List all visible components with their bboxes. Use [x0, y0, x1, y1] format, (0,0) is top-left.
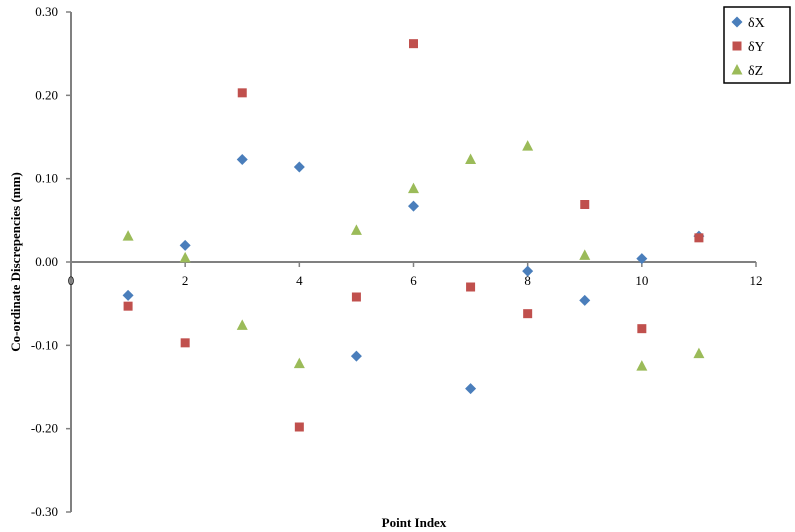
data-point [293, 357, 305, 369]
x-tick-label: 6 [410, 273, 417, 288]
y-tick-label: 0.20 [35, 87, 58, 102]
data-point [636, 360, 648, 371]
series-square [123, 39, 704, 432]
series-diamond [122, 154, 705, 395]
legend-marker [731, 64, 743, 75]
data-point [179, 251, 191, 263]
data-point [123, 301, 133, 311]
data-point [580, 200, 590, 209]
data-point [350, 350, 362, 362]
data-point [409, 39, 418, 49]
x-tick-labels: 0 2 4 6 8 10 12 [68, 273, 763, 288]
x-tick-label: 0 [68, 273, 75, 288]
data-point [236, 319, 248, 330]
x-tick-label: 10 [635, 273, 648, 288]
x-tick-label: 8 [524, 273, 531, 288]
data-point [694, 233, 704, 243]
data-point [636, 253, 648, 265]
y-tick-label: -0.30 [31, 504, 58, 519]
y-tick-label: 0.10 [35, 171, 58, 186]
data-point [579, 294, 591, 306]
data-point [180, 338, 190, 348]
data-point [408, 200, 419, 212]
x-tick-label: 4 [296, 273, 303, 288]
data-point [693, 347, 705, 359]
legend-marker [731, 16, 743, 28]
data-point [466, 282, 476, 292]
legend-label: δX [748, 16, 765, 31]
data-point [522, 265, 534, 277]
y-axis-title-group: Co-ordinate Discrepencies (mm) [8, 172, 23, 352]
data-point [522, 140, 534, 151]
data-point [637, 324, 647, 334]
data-points [122, 39, 705, 432]
data-point [523, 309, 533, 319]
y-tick-labels: 0.30 0.20 0.10 0.00 -0.10 -0.20 -0.30 [31, 4, 58, 519]
y-tick-label: 0.00 [35, 254, 58, 269]
y-tick-label: -0.20 [31, 421, 58, 436]
data-point [465, 383, 477, 395]
data-point [293, 161, 305, 173]
data-point [179, 239, 191, 251]
legend-label: δY [748, 40, 765, 55]
y-tick-label: 0.30 [35, 4, 58, 19]
y-tick-label: -0.10 [31, 337, 58, 352]
data-point [294, 422, 304, 432]
data-point [236, 154, 248, 165]
y-axis-title: Co-ordinate Discrepencies (mm) [8, 172, 23, 352]
legend-marker [732, 41, 742, 51]
data-point [122, 289, 134, 301]
data-point [579, 249, 591, 260]
data-point [465, 153, 477, 164]
data-point [237, 88, 247, 98]
legend: δX δY δZ [723, 6, 791, 84]
data-point [408, 182, 419, 194]
legend-label: δZ [748, 64, 763, 79]
x-tick-label: 12 [750, 273, 763, 288]
data-point [350, 224, 362, 235]
data-point [351, 292, 361, 302]
series-triangle [122, 140, 705, 371]
axes [66, 11, 757, 513]
data-point [122, 230, 134, 241]
x-axis-title: Point Index [382, 515, 447, 530]
x-tick-label: 2 [182, 273, 189, 288]
